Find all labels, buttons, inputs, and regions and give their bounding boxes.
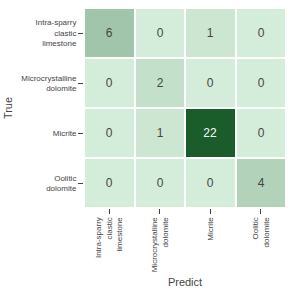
svg-text:0: 0 [106,176,113,190]
svg-text:1: 1 [157,126,164,140]
svg-text:Intra-sparryclasticlimestone: Intra-sparryclasticlimestone [94,217,124,258]
svg-text:0: 0 [157,26,164,40]
svg-text:1: 1 [207,26,214,40]
svg-text:4: 4 [258,176,265,190]
svg-text:True: True [2,97,14,119]
svg-text:2: 2 [157,76,164,90]
svg-text:Predict: Predict [168,276,202,288]
svg-text:0: 0 [106,76,113,90]
svg-text:0: 0 [258,126,265,140]
svg-text:Ooliticdolomite: Ooliticdolomite [251,217,270,248]
svg-text:Intra-sparryclasticlimestone: Intra-sparryclasticlimestone [35,18,76,48]
svg-text:22: 22 [203,126,217,140]
svg-text:0: 0 [207,176,214,190]
svg-text:Microcrystallinedolomite: Microcrystallinedolomite [150,217,169,273]
svg-text:Micrite: Micrite [53,129,77,138]
svg-text:0: 0 [207,76,214,90]
svg-text:6: 6 [106,26,113,40]
svg-text:0: 0 [157,176,164,190]
svg-text:Ooliticdolomite: Ooliticdolomite [46,174,77,193]
svg-text:Micrite: Micrite [206,217,215,241]
svg-text:0: 0 [258,76,265,90]
svg-text:0: 0 [258,26,265,40]
svg-text:Microcrystallinedolomite: Microcrystallinedolomite [21,74,77,93]
svg-text:0: 0 [106,126,113,140]
